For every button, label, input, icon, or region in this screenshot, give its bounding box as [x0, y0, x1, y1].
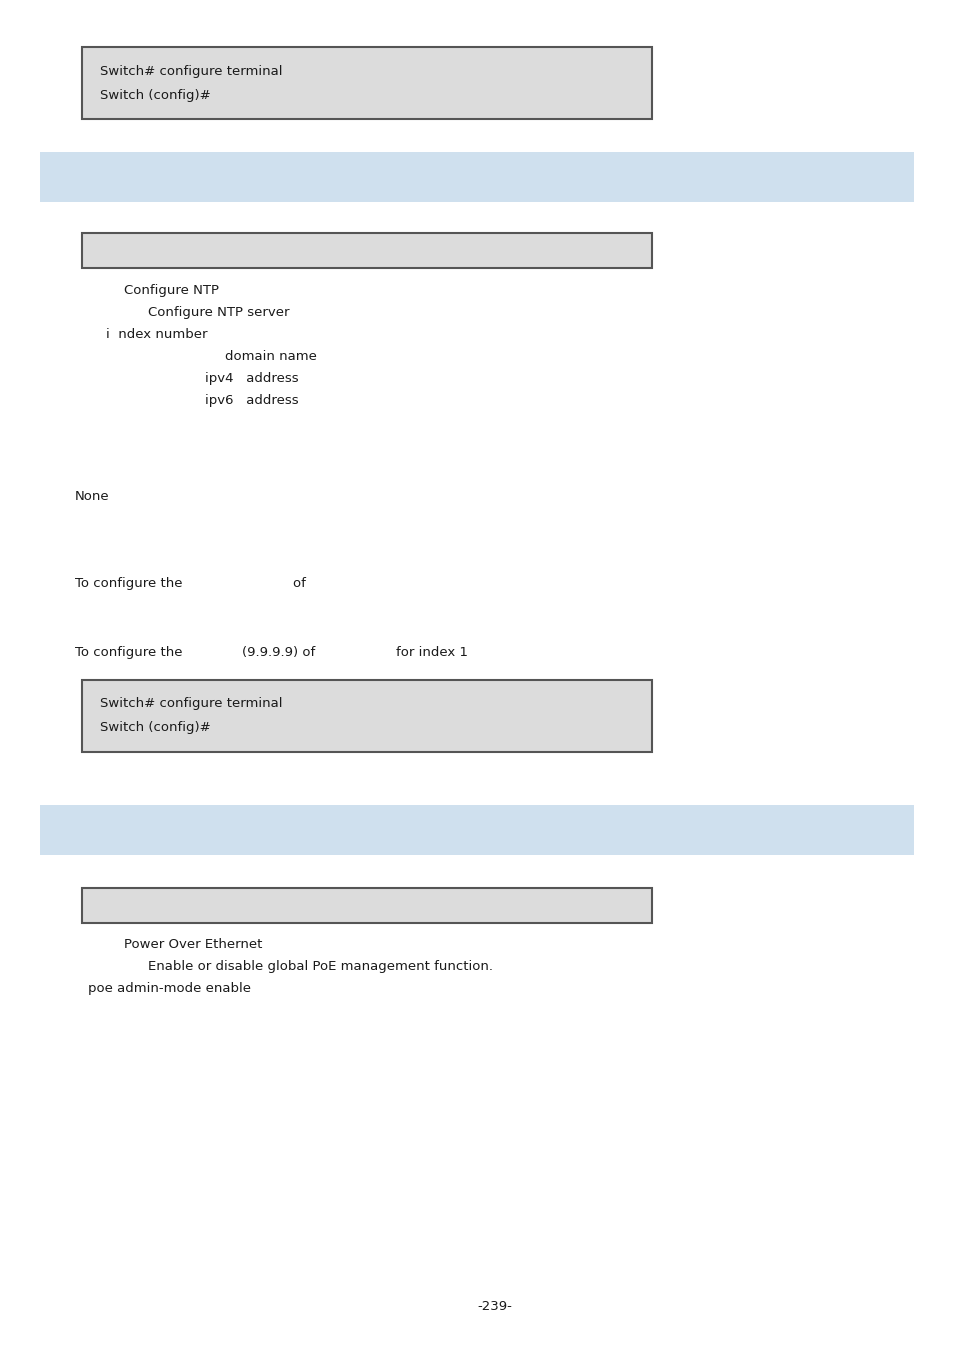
Text: To configure the                          of: To configure the of — [75, 576, 306, 590]
FancyBboxPatch shape — [40, 805, 913, 855]
Text: None: None — [75, 490, 110, 504]
FancyBboxPatch shape — [82, 680, 651, 752]
Text: Switch# configure terminal: Switch# configure terminal — [100, 65, 282, 77]
FancyBboxPatch shape — [82, 234, 651, 269]
Text: To configure the              (9.9.9.9) of                   for index 1: To configure the (9.9.9.9) of for index … — [75, 647, 468, 659]
Text: poe admin-mode enable: poe admin-mode enable — [88, 981, 251, 995]
Text: Configure NTP: Configure NTP — [124, 284, 219, 297]
Text: Enable or disable global PoE management function.: Enable or disable global PoE management … — [148, 960, 493, 973]
Text: Power Over Ethernet: Power Over Ethernet — [124, 938, 262, 950]
Text: Configure NTP server: Configure NTP server — [148, 306, 289, 319]
Text: Switch (config)#: Switch (config)# — [100, 89, 211, 101]
Text: Switch# configure terminal: Switch# configure terminal — [100, 698, 282, 710]
Text: Switch (config)#: Switch (config)# — [100, 721, 211, 734]
FancyBboxPatch shape — [40, 153, 913, 202]
Text: ipv4   address: ipv4 address — [205, 373, 298, 385]
FancyBboxPatch shape — [82, 888, 651, 923]
Text: domain name: domain name — [225, 350, 316, 363]
Text: i  ndex number: i ndex number — [106, 328, 208, 342]
Text: -239-: -239- — [476, 1300, 512, 1314]
FancyBboxPatch shape — [82, 47, 651, 119]
Text: ipv6   address: ipv6 address — [205, 394, 298, 406]
